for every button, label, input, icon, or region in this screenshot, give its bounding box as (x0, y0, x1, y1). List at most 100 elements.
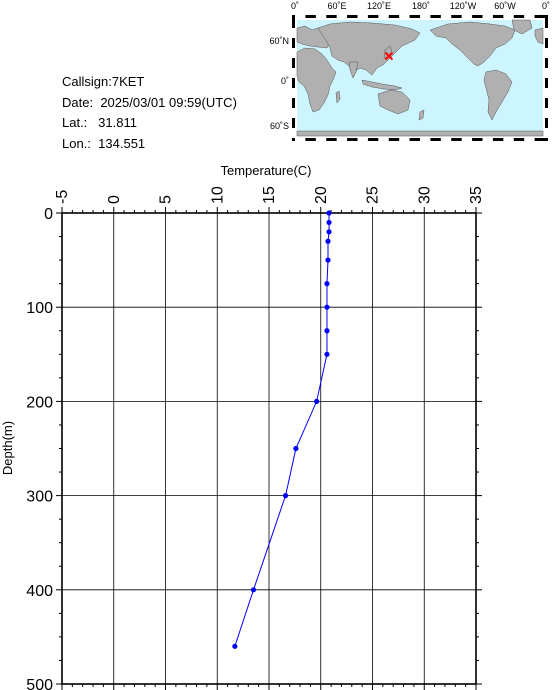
map-border-segment (292, 68, 295, 78)
x-tick-label: 15 (261, 186, 278, 204)
data-point (282, 493, 289, 499)
station-info: Callsign:7KET Date: 2025/03/01 09:59(UTC… (62, 72, 237, 154)
map-lon-tick-label: 120˚W (450, 1, 477, 11)
data-point (314, 398, 320, 404)
map-border-segment (357, 15, 368, 18)
map-border-segment (524, 15, 535, 18)
data-point (326, 229, 332, 235)
map-lon-tick-label: 0˚ (291, 1, 299, 11)
land-greenland (511, 19, 533, 35)
land-indonesia (361, 79, 403, 91)
map-border-segment (461, 15, 473, 18)
map-border-segment (482, 15, 493, 18)
data-point (232, 643, 238, 649)
x-tick-label: 20 (313, 186, 330, 204)
x-tick-label: 30 (416, 186, 433, 204)
map-border-segment (503, 138, 514, 141)
map-border-segment (503, 15, 514, 18)
map-border-segment (440, 15, 452, 18)
callsign-row: Callsign:7KET (62, 72, 237, 93)
y-tick-label: 400 (26, 583, 53, 600)
land-asia (317, 21, 421, 76)
map-border-segment (292, 28, 295, 38)
map-border-segment (292, 88, 295, 98)
x-tick-label: 10 (209, 186, 226, 204)
temperature-profile-line (234, 213, 330, 647)
map-border-segment (545, 108, 548, 118)
map-lon-tick-label: 60˚W (494, 1, 516, 11)
map-lon-tick-label: 60˚E (327, 1, 346, 11)
map-border-segment (292, 48, 295, 58)
x-tick-label: 0 (106, 195, 123, 204)
x-tick-labels: -5 0 5 10 15 20 25 30 35 (54, 186, 485, 204)
station-marker (384, 51, 394, 61)
map-border-segment (336, 15, 348, 18)
land-north-america (429, 21, 516, 67)
map-border-segment (336, 138, 348, 141)
map-border-segment (545, 28, 548, 38)
map-border-segment (292, 128, 295, 138)
data-point (324, 351, 330, 357)
map-lat-tick-label: 0˚ (281, 76, 289, 86)
lat-label: Lat.: (62, 115, 88, 130)
lon-value: 134.551 (98, 135, 146, 151)
map-border-segment (420, 138, 431, 141)
map-border-segment (399, 138, 410, 141)
y-tick-labels: 0 100 200 300 400 500 (26, 206, 53, 690)
land-australia (377, 89, 411, 115)
map-border-segment (420, 15, 431, 18)
y-tick-label: 300 (26, 489, 53, 506)
data-point (250, 587, 257, 593)
y-tick-label: 100 (26, 300, 53, 317)
land-south-america (483, 69, 513, 121)
land-madagascar (335, 90, 341, 104)
plot-frame (61, 212, 477, 685)
y-tick-label: 500 (26, 677, 53, 690)
land-india (348, 61, 359, 79)
callsign-label: Callsign: (62, 74, 112, 89)
map-border-segment (461, 138, 473, 141)
land-europe-west (534, 27, 544, 45)
data-point (324, 328, 330, 334)
land-new-zealand (418, 109, 425, 121)
data-point (324, 281, 330, 287)
map-border-segment (357, 138, 368, 141)
data-point (326, 219, 332, 226)
map-lon-tick-label: 180˚ (412, 1, 430, 11)
callsign-value: 7KET (111, 74, 145, 89)
map-lon-tick-label: 0˚ (542, 1, 550, 11)
map-border-segment (378, 15, 389, 18)
map-border-segment (545, 48, 548, 58)
data-point (325, 238, 331, 244)
x-tick-label: 25 (365, 186, 382, 204)
map-lat-tick-label: 60˚S (270, 121, 289, 131)
map-border-segment (315, 138, 327, 141)
x-tick-label: 5 (158, 195, 175, 204)
map-border-segment (524, 138, 535, 141)
x-tick-label: 35 (468, 186, 485, 204)
y-axis-title: Depth(m) (0, 421, 15, 475)
map-border-segment (545, 88, 548, 98)
data-point (325, 257, 331, 263)
map-lon-tick-label: 120˚E (367, 1, 391, 11)
map-border-ticks (292, 15, 548, 141)
map-labels: 0˚ 60˚E 120˚E 180˚ 120˚W 60˚W 0˚ 60˚N 0˚… (269, 1, 550, 131)
map-border-segment (440, 138, 452, 141)
map-border-segment (378, 138, 389, 141)
x-axis-title: Temperature(C) (220, 163, 311, 178)
map-border-segment (295, 138, 306, 141)
lon-row: Lon.: 134.551 (62, 134, 237, 155)
chart-grid (61, 212, 477, 685)
map-border-segment (292, 108, 295, 118)
map-lat-tick-label: 60˚N (269, 36, 289, 46)
map-border-segment (295, 15, 306, 18)
y-tick-label: 200 (26, 394, 53, 411)
land-africa (296, 47, 337, 113)
lat-row: Lat.: 31.811 (62, 113, 237, 134)
map-land (296, 19, 544, 137)
lat-value: 31.811 (98, 115, 137, 130)
station-marker-x (384, 51, 394, 61)
data-point (324, 304, 330, 310)
